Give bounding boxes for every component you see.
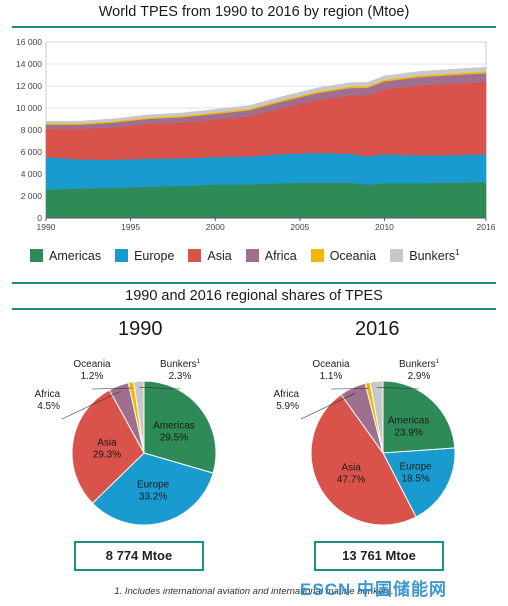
legend-item-oceania: Oceania [310, 248, 377, 263]
legend-swatch [30, 249, 43, 263]
y-tick-label: 14 000 [16, 59, 42, 69]
pie-2016-value-europe: 18.5% [401, 473, 429, 484]
legend-label: Oceania [329, 248, 377, 263]
pie-section-title-bar: 1990 and 2016 regional shares of TPES [0, 282, 508, 310]
pie-2016-label-africa: Africa [273, 389, 299, 400]
area-chart-legend: Americas Europe Asia Africa Oceania Bunkers1 [30, 248, 500, 263]
pie-2016-slice-europe [382, 447, 456, 518]
pie-1990-value-americas: 29.5% [160, 433, 188, 444]
title-rule [12, 308, 496, 310]
pie-1990-slice-europe [91, 452, 214, 526]
y-tick-label: 4 000 [21, 169, 43, 179]
legend-label: Americas [49, 248, 102, 263]
footnote: 1. Includes international aviation and i… [114, 586, 394, 597]
pie-2016-slice-bunkers [369, 380, 384, 454]
y-tick-label: 12 000 [16, 81, 42, 91]
legend-item-americas: Americas [30, 249, 101, 263]
area-chart-title-bar: World TPES from 1990 to 2016 by region (… [0, 4, 508, 28]
pie-1990-value-oceania: 1.2% [81, 371, 104, 382]
y-tick-label: 10 000 [16, 103, 42, 113]
pie-1990-label-bunkers: Bunkers1 [160, 359, 201, 370]
leader-line [376, 386, 420, 390]
pie-2016-value-bunkers: 2.9% [408, 371, 431, 382]
x-tick-label: 2010 [375, 222, 394, 232]
legend-swatch [188, 249, 202, 263]
pie-2016-value-americas: 23.9% [394, 428, 422, 439]
total-1990-box: 8 774 Mtoe [74, 541, 204, 571]
pie-1990-slice-bunkers [133, 380, 145, 454]
pie-2016-slice-asia [310, 393, 417, 526]
pie-2016-label-europe: Europe [400, 461, 433, 472]
leader-line [139, 386, 181, 390]
leader-line [91, 387, 133, 390]
y-tick-label: 8 000 [21, 125, 43, 135]
legend-label: Bunkers1 [409, 248, 460, 264]
pie-1990-label-europe: Europe [137, 479, 170, 490]
pie-1990-value-asia: 29.3% [93, 449, 121, 460]
label-footnote-mark: 1 [197, 359, 201, 365]
pie-2016-label-americas: Americas [388, 416, 430, 427]
y-tick-label: 2 000 [21, 191, 43, 201]
legend-swatch [310, 249, 324, 263]
x-tick-label: 2005 [290, 222, 309, 232]
legend-label: Asia [207, 248, 232, 263]
title-rule [12, 282, 496, 284]
x-tick-label: 1990 [37, 222, 56, 232]
pie-1990-label-africa: Africa [34, 389, 60, 400]
legend-swatch [245, 249, 259, 263]
title-rule [12, 26, 496, 28]
legend-footnote-mark: 1 [455, 248, 460, 257]
pie-section-title: 1990 and 2016 regional shares of TPES [125, 288, 383, 304]
pie-2016-slice-americas [382, 380, 456, 454]
y-tick-label: 0 [37, 213, 42, 223]
pie-1990-label-oceania: Oceania [73, 359, 111, 370]
pie-2016-value-africa: 5.9% [276, 401, 299, 412]
pie-2016-value-oceania: 1.1% [320, 371, 343, 382]
pie-charts: Americas29.5%Europe33.2%Asia29.3%Africa4… [34, 359, 456, 526]
y-tick-label: 6 000 [21, 147, 43, 157]
x-tick-label: 1995 [121, 222, 140, 232]
y-tick-label: 16 000 [16, 37, 42, 47]
legend-item-bunkers: Bunkers1 [390, 248, 460, 264]
legend-swatch [115, 249, 129, 263]
total-2016-box: 13 761 Mtoe [314, 541, 444, 571]
area-chart: 0 2 000 4 000 6 000 8 000 10 000 12 000 14 000 1… [16, 37, 496, 232]
pie-1990-title: 1990 [118, 318, 163, 340]
legend-item-africa: Africa [245, 248, 297, 263]
leader-line [61, 390, 121, 420]
legend-item-asia: Asia [188, 248, 232, 263]
pie-1990-slice-americas [143, 380, 217, 474]
legend-swatch [390, 249, 404, 263]
leader-line [300, 392, 356, 420]
pie-2016-label-oceania: Oceania [312, 359, 350, 370]
pie-1990-slice-asia [71, 389, 145, 504]
x-tick-label: 2000 [206, 222, 225, 232]
pie-1990-value-europe: 33.2% [139, 491, 167, 502]
pie-1990-label-americas: Americas [153, 421, 195, 432]
area-series-bunkers [45, 66, 487, 124]
pie-2016-value-asia: 47.7% [337, 475, 365, 486]
pie-2016-label-asia: Asia [341, 463, 361, 474]
x-tick-label: 2016 [477, 222, 496, 232]
label-footnote-mark: 1 [436, 359, 440, 365]
area-chart-title: World TPES from 1990 to 2016 by region (… [98, 4, 410, 20]
pie-1990-label-asia: Asia [97, 437, 117, 448]
legend-label: Africa [264, 248, 297, 263]
watermark: ESCN 中国储能网 [300, 580, 447, 599]
pie-1990-value-africa: 4.5% [37, 401, 60, 412]
pie-2016-label-bunkers: Bunkers1 [399, 359, 440, 370]
pie-2016-title: 2016 [355, 318, 400, 340]
legend-label: Europe [134, 248, 175, 263]
legend-item-europe: Europe [115, 249, 174, 263]
pie-1990-value-bunkers: 2.3% [169, 371, 192, 382]
